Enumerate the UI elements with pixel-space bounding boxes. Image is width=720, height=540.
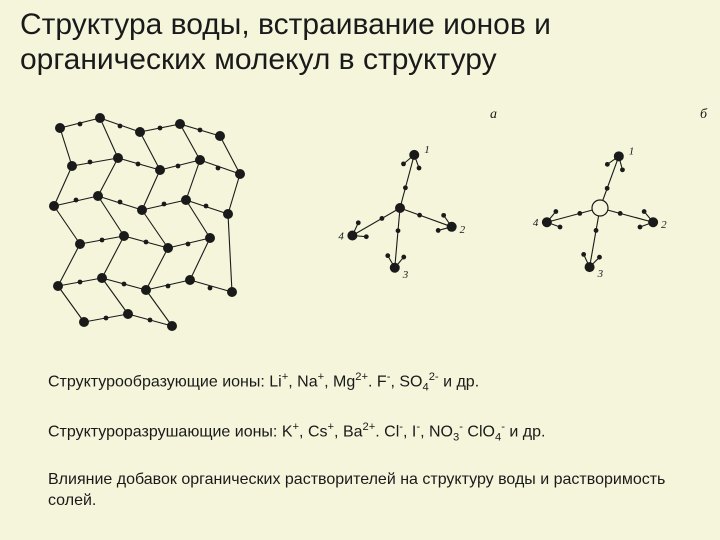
diagram-svg: 1 2 4 3 а 1 2 4 3 б: [0, 88, 720, 348]
svg-text:1: 1: [424, 144, 430, 156]
slide: Структура воды, встраивание ионов и орга…: [0, 0, 720, 540]
paragraph-structure-forming: Структурообразующие ионы: Li+, Na+, Mg2+…: [48, 370, 680, 395]
svg-text:4: 4: [533, 217, 539, 229]
paragraph-structure-breaking: Структуроразрушающие ионы: K+, Cs+, Ba2+…: [48, 420, 680, 445]
svg-text:4: 4: [338, 231, 344, 243]
svg-text:а: а: [490, 107, 497, 122]
slide-title: Структура воды, встраивание ионов и орга…: [20, 8, 700, 77]
svg-text:3: 3: [597, 268, 604, 280]
paragraph-solvents: Влияние добавок органических растворител…: [48, 470, 680, 512]
svg-text:1: 1: [629, 145, 635, 157]
svg-text:2: 2: [460, 224, 466, 236]
molecular-diagram: 1 2 4 3 а 1 2 4 3 б: [0, 88, 720, 348]
svg-text:3: 3: [402, 269, 409, 281]
svg-text:2: 2: [661, 219, 667, 231]
svg-text:б: б: [700, 107, 708, 122]
